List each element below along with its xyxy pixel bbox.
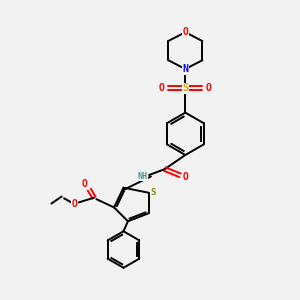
Text: O: O (71, 199, 77, 208)
Text: S: S (151, 188, 156, 197)
Text: S: S (182, 83, 188, 93)
Text: O: O (206, 83, 212, 93)
Text: O: O (182, 27, 188, 37)
Text: O: O (82, 179, 88, 190)
Text: N: N (182, 64, 188, 74)
Text: O: O (183, 172, 189, 182)
Text: O: O (159, 83, 165, 93)
Text: NH: NH (138, 172, 148, 181)
